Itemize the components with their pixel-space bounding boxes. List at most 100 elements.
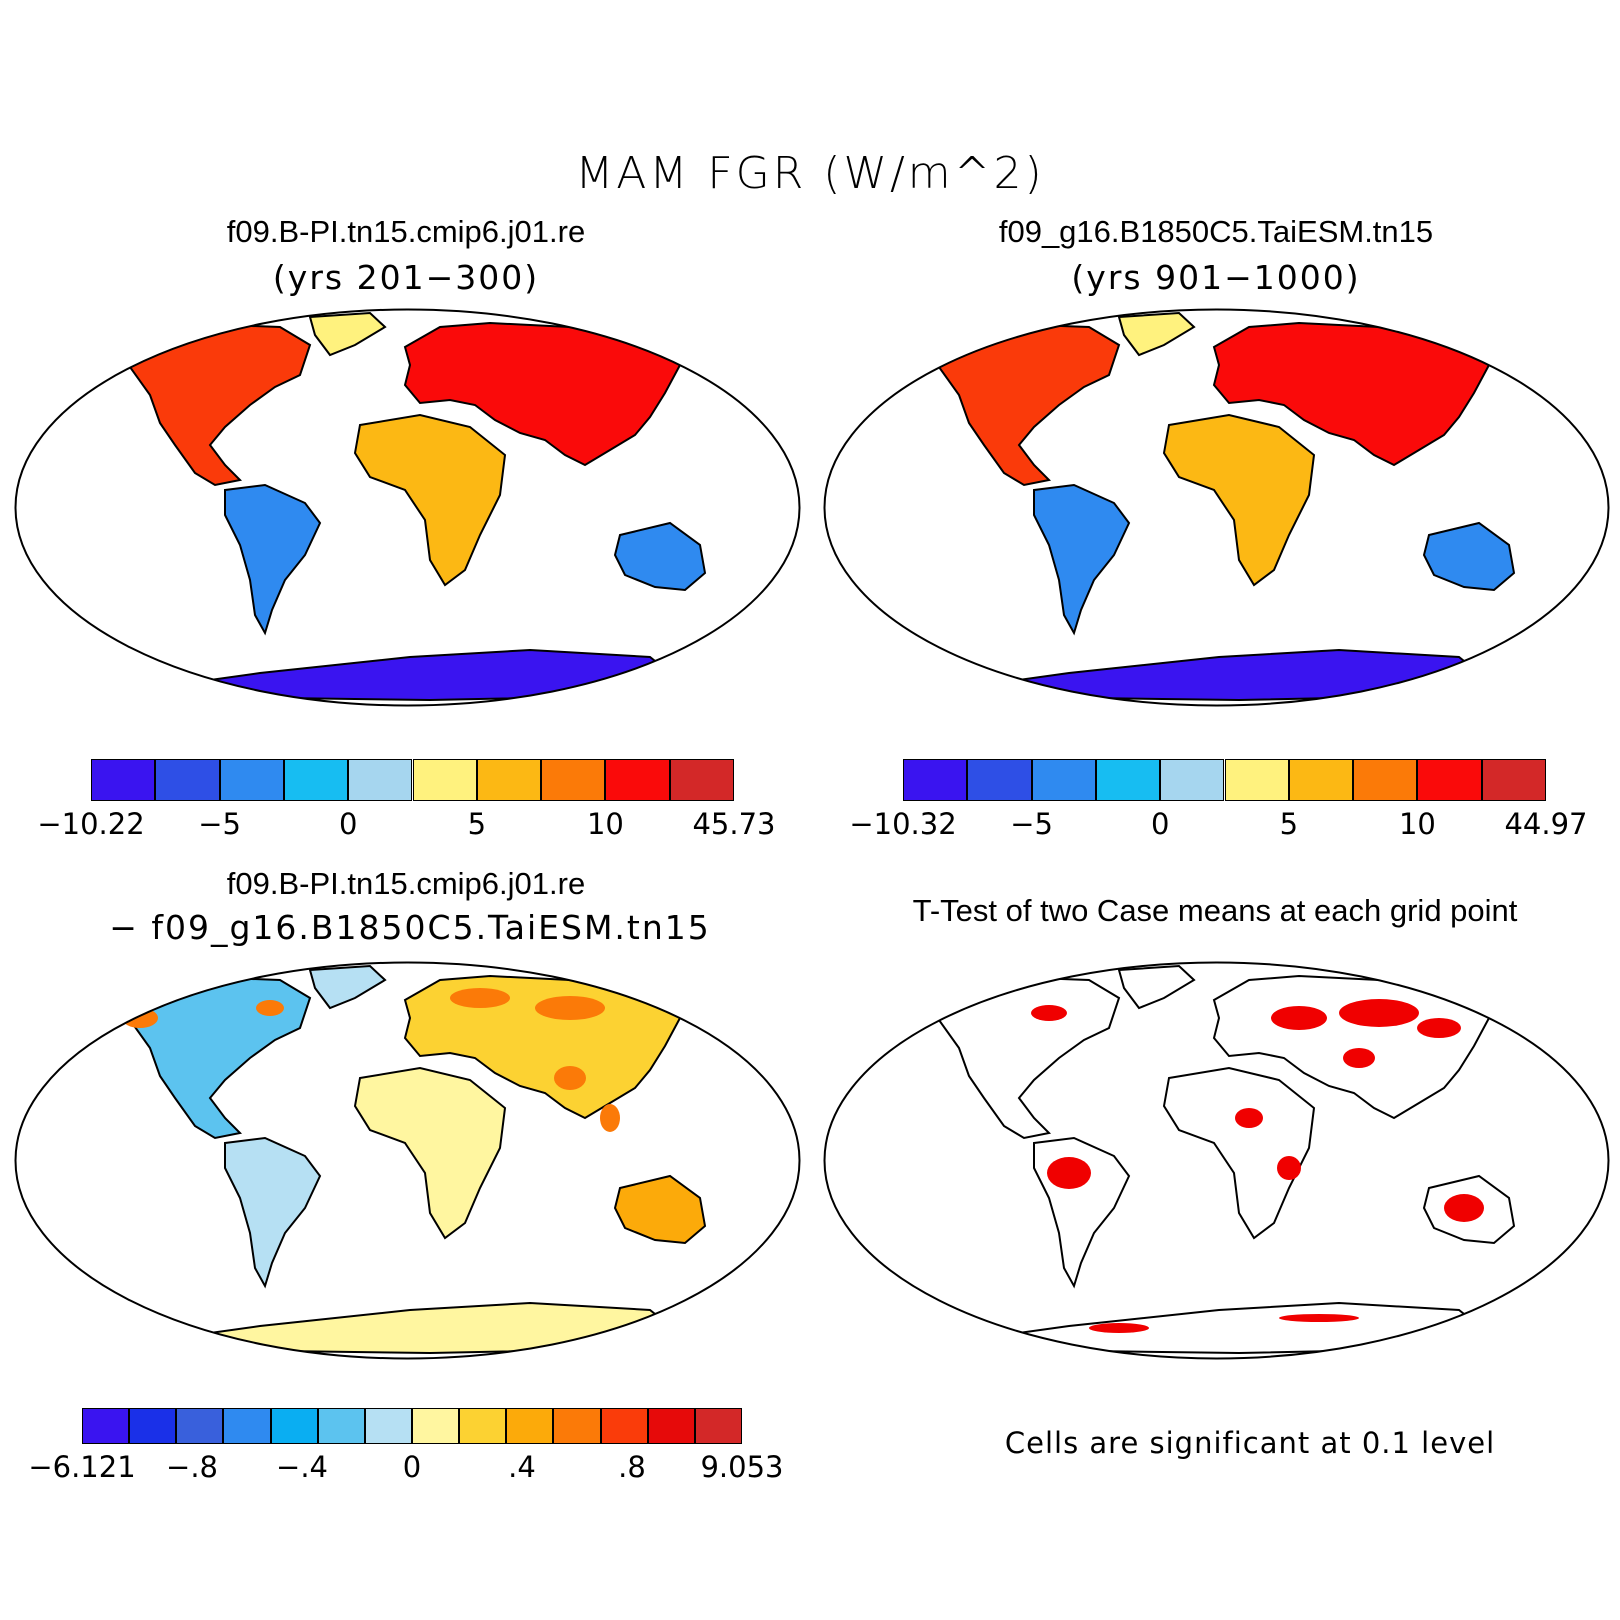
map-bottom-right	[823, 961, 1610, 1360]
pattern-patch	[1089, 1323, 1149, 1333]
pattern-patch	[535, 996, 605, 1020]
colorbar-swatch	[669, 759, 734, 801]
antarctica-landmass	[968, 648, 1486, 702]
panel-subtitle-bottom-left: − f09_g16.B1850C5.TaiESM.tn15	[109, 908, 711, 947]
colorbar-tick-label: −.4	[276, 1450, 328, 1484]
south-america-landmass	[224, 1136, 322, 1289]
colorbar-tick-label: 10	[1398, 807, 1436, 841]
australia-landmass	[1422, 521, 1516, 592]
colorbar-tick-label: −5	[198, 807, 241, 841]
colorbar-swatch	[647, 1408, 695, 1444]
colorbar-swatch	[506, 1408, 554, 1444]
colorbar-swatch	[1095, 759, 1161, 801]
pattern-patch	[1047, 1157, 1091, 1189]
colorbar-swatch	[1417, 759, 1482, 801]
pattern-patch	[1343, 1048, 1375, 1068]
colorbar-swatch	[1160, 759, 1225, 801]
south-america-landmass	[1033, 483, 1131, 636]
pattern-patch	[1235, 1108, 1263, 1128]
colorbar-swatch	[129, 1408, 177, 1444]
colorbar-tick-label: 5	[1279, 807, 1299, 841]
colorbar-bottom-left: −6.121 −.8 −.4 0 .4 .8 9.053	[28, 1408, 784, 1484]
colorbar-tick-label: .4	[508, 1450, 536, 1484]
significance-note: Cells are significant at 0.1 level	[1004, 1426, 1496, 1460]
antarctica-landmass	[968, 1301, 1486, 1355]
colorbar-top-left: −10.22 −5 0 5 10 45.73	[37, 759, 776, 841]
colorbar-swatch	[223, 1408, 271, 1444]
figure-title: MAM FGR (W/m^2)	[575, 148, 1045, 199]
colorbar-tick-label: 0	[338, 807, 358, 841]
pattern-patch	[450, 988, 510, 1008]
greenland-landmass	[308, 311, 387, 357]
colorbar-tick-label: 44.97	[1504, 807, 1588, 841]
pattern-patch	[1444, 1194, 1484, 1222]
panel-title-bottom-right: T-Test of two Case means at each grid po…	[912, 893, 1518, 928]
panel-title-top-right: f09_g16.B1850C5.TaiESM.tn15	[998, 214, 1434, 249]
map-border	[14, 961, 801, 1360]
north-america-landmass	[906, 976, 1121, 1140]
greenland-landmass	[1117, 964, 1196, 1010]
map-border	[823, 308, 1610, 707]
antarctica-landmass	[159, 1301, 677, 1355]
colorbar-swatch	[348, 759, 413, 801]
colorbar-swatch	[1224, 759, 1289, 801]
colorbar-swatch	[541, 759, 606, 801]
map-bottom-left	[14, 961, 801, 1360]
colorbar-tick-label: 0	[1150, 807, 1170, 841]
pattern-patch	[600, 1104, 620, 1132]
colorbar-swatch	[412, 759, 477, 801]
colorbar-swatch	[600, 1408, 648, 1444]
colorbar-swatch	[476, 759, 542, 801]
pattern-patch	[256, 1000, 284, 1016]
colorbar-swatch	[412, 1408, 460, 1444]
colorbar-swatch	[1481, 759, 1546, 801]
colorbar-swatch	[459, 1408, 507, 1444]
pattern-patch	[1279, 1314, 1359, 1322]
colorbar-swatch	[270, 1408, 318, 1444]
africa-landmass	[1162, 1066, 1316, 1240]
pattern-patch	[1277, 1156, 1301, 1180]
colorbar-tick-label: 0	[402, 1450, 422, 1484]
colorbar-swatch	[694, 1408, 742, 1444]
panel-years-top-right: (yrs 901−1000)	[1071, 258, 1361, 297]
colorbar-swatch	[967, 759, 1032, 801]
colorbar-swatch	[1353, 759, 1418, 801]
colorbar-swatch	[553, 1408, 601, 1444]
australia-landmass	[613, 1174, 707, 1245]
colorbar-tick-label: −10.32	[849, 807, 957, 841]
colorbar-top-right: −10.32 −5 0 5 10 44.97	[849, 759, 1588, 841]
colorbar-swatch	[1031, 759, 1096, 801]
map-top-right	[823, 308, 1610, 707]
pattern-patch	[1339, 999, 1419, 1027]
colorbar-swatch	[605, 759, 670, 801]
colorbar-swatch	[219, 759, 284, 801]
africa-landmass	[353, 413, 507, 587]
antarctica-landmass	[159, 648, 677, 702]
map-border	[14, 308, 801, 707]
panel-title-top-left: f09.B-PI.tn15.cmip6.j01.re	[226, 214, 586, 249]
pattern-patch	[1417, 1018, 1461, 1038]
north-america-landmass	[906, 323, 1121, 487]
colorbar-swatch	[903, 759, 968, 801]
south-america-landmass	[224, 483, 322, 636]
colorbar-tick-label: −5	[1010, 807, 1053, 841]
pattern-patch	[554, 1066, 586, 1090]
colorbar-swatch	[283, 759, 349, 801]
colorbar-tick-label: 10	[586, 807, 624, 841]
africa-landmass	[353, 1066, 507, 1240]
colorbar-tick-label: −10.22	[37, 807, 145, 841]
colorbar-swatch	[155, 759, 220, 801]
australia-landmass	[613, 521, 707, 592]
colorbar-tick-label: .8	[618, 1450, 646, 1484]
panel-years-top-left: (yrs 201−300)	[272, 258, 540, 297]
colorbar-tick-label: 45.73	[692, 807, 776, 841]
africa-landmass	[1162, 413, 1316, 587]
panel-title-bottom-left: f09.B-PI.tn15.cmip6.j01.re	[226, 866, 586, 901]
greenland-landmass	[308, 964, 387, 1010]
colorbar-tick-label: 9.053	[700, 1450, 784, 1484]
colorbar-swatch	[364, 1408, 412, 1444]
colorbar-tick-label: −.8	[166, 1450, 218, 1484]
colorbar-swatch	[82, 1408, 130, 1444]
colorbar-swatch	[317, 1408, 365, 1444]
pattern-patch	[1031, 1005, 1067, 1021]
